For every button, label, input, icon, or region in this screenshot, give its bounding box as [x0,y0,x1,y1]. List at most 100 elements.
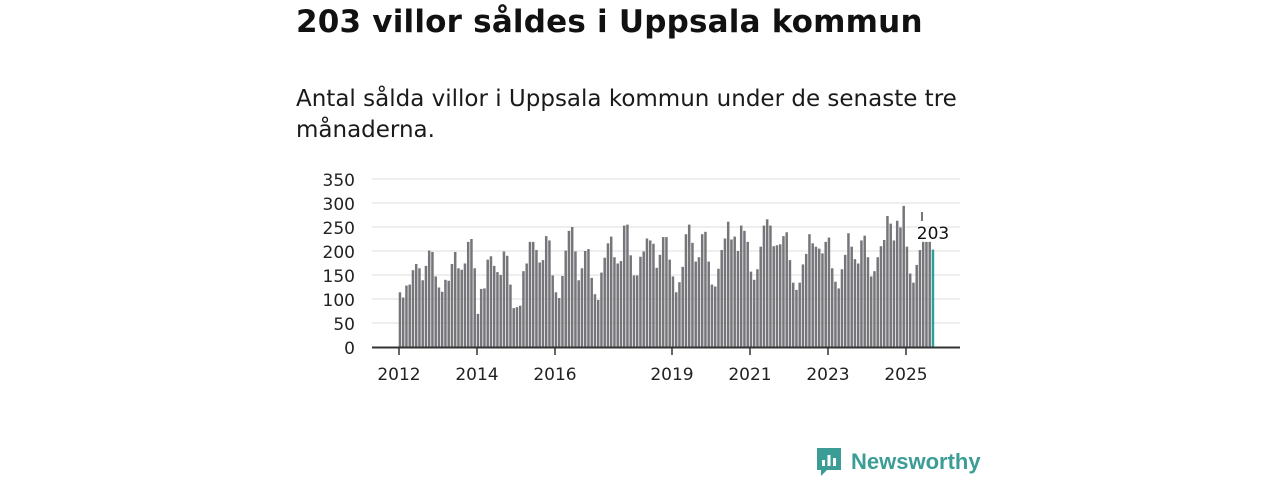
bar [687,224,691,347]
bar [440,291,444,347]
x-tick-label: 2016 [533,365,576,385]
bar [557,298,561,347]
bar [733,236,736,347]
bar [765,219,769,347]
bar [905,246,909,347]
bar [723,238,727,347]
bar [483,288,486,347]
bar [892,240,896,347]
bar [674,292,678,347]
bar [551,275,554,347]
bar [879,246,883,347]
y-tick-label: 350 [323,171,355,191]
bar [843,254,847,347]
bar [453,251,457,347]
bar [635,275,639,347]
bar [795,289,798,347]
bar [928,241,931,347]
bar [697,257,701,347]
newsworthy-logo[interactable]: Newsworthy [815,446,981,478]
bar [710,284,714,347]
bar [593,294,597,347]
bar [830,268,834,347]
bar [408,284,411,347]
bar [525,263,528,347]
bar [827,237,831,347]
bar [603,257,606,347]
bar [447,280,450,347]
bar [908,273,912,347]
bar [544,236,548,347]
chart-title: 203 villor såldes i Uppsala kommun [296,4,923,40]
bar [834,281,837,347]
bar [817,248,821,347]
bar [528,241,532,347]
bar [531,241,535,347]
bar [496,272,499,347]
bar [824,241,827,347]
bar [609,236,613,347]
bar [788,260,792,347]
bar [798,282,801,347]
bar [574,251,577,347]
bar [915,264,918,347]
bar [918,250,922,347]
bar [405,285,408,347]
axes: 0 50 100 150 200 250 300 350 2012 2014 2016 2019 202… [323,171,960,385]
y-tick-label: 150 [323,267,355,287]
bar [759,246,762,347]
bar [561,275,564,347]
bar [866,257,870,347]
bar [541,260,545,347]
bar [424,265,428,347]
bar [756,269,759,347]
bar [665,237,668,347]
highlight-bar [931,249,935,347]
bar [463,263,467,347]
bar [684,234,688,347]
bar [583,251,587,347]
bar [418,268,421,347]
bar [600,272,603,347]
bar [522,271,525,347]
bar [811,243,814,347]
bar [658,254,662,347]
bar [921,241,925,347]
y-tick-label: 200 [323,243,355,263]
bar [564,250,567,347]
bar [661,237,665,347]
y-tick-label: 250 [323,219,355,239]
bar [466,241,470,347]
bar [720,250,723,347]
bar [505,255,509,347]
bar [639,256,642,347]
bar [421,280,424,347]
bar [580,268,584,347]
bar [853,259,857,347]
bar [694,261,697,347]
bar [876,257,879,347]
bar [548,240,551,347]
bar [873,271,876,347]
bar [704,231,707,347]
bar [801,264,805,347]
bar [518,305,522,347]
bar [489,256,493,347]
y-tick-label: 0 [344,339,355,359]
newsworthy-logo-icon [817,448,841,476]
bar [515,307,519,347]
x-tick-label: 2014 [455,365,498,385]
x-tick-label: 2021 [728,365,771,385]
bar [863,235,866,347]
bar [434,276,437,347]
bar [772,246,775,347]
bar [847,233,850,347]
bar [769,225,772,347]
bar [437,287,441,347]
bar [590,277,593,347]
bar [613,257,616,347]
bar [398,292,402,347]
bar [814,246,818,347]
bar [502,251,506,347]
bar [869,276,873,347]
